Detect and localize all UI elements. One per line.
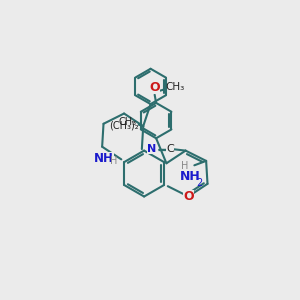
Text: N: N (147, 144, 156, 154)
Text: C: C (166, 144, 174, 154)
Text: CH₃: CH₃ (166, 82, 185, 92)
Text: (CH₃)₂: (CH₃)₂ (109, 120, 138, 130)
Text: NH: NH (180, 170, 200, 183)
Text: CH₃: CH₃ (119, 117, 137, 127)
Text: NH: NH (94, 152, 114, 165)
Text: 2: 2 (197, 178, 203, 188)
Text: H: H (110, 156, 117, 166)
Text: O: O (183, 190, 194, 203)
Text: H: H (181, 161, 189, 171)
Text: O: O (149, 81, 160, 94)
